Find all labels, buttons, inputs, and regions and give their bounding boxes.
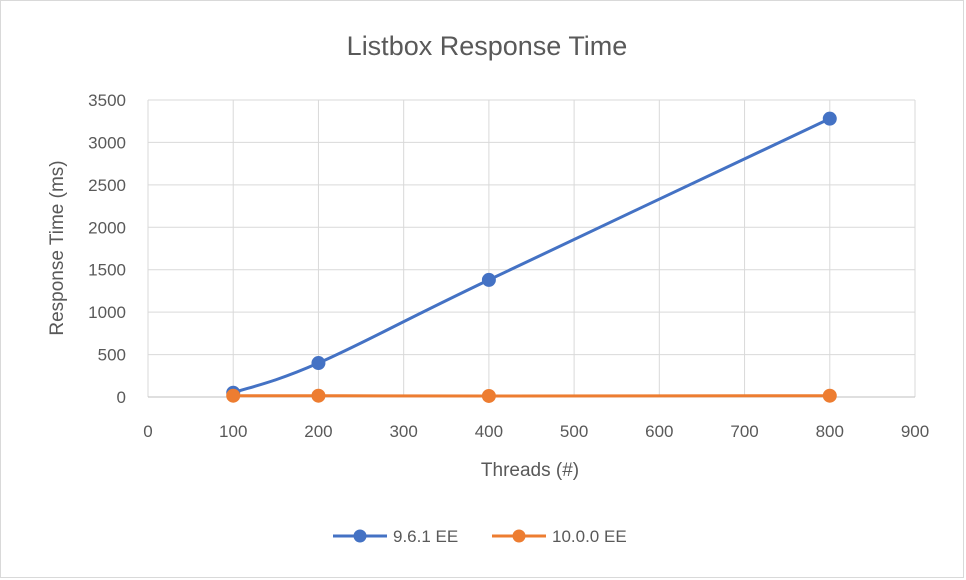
legend: 9.6.1 EE 10.0.0 EE (333, 527, 627, 546)
x-tick-label: 800 (816, 422, 844, 441)
y-tick-label: 2500 (88, 176, 126, 195)
series-line (231, 117, 832, 395)
legend-label: 10.0.0 EE (552, 527, 627, 546)
x-tick-label: 0 (143, 422, 152, 441)
y-tick-label: 2000 (88, 218, 126, 237)
chart-title: Listbox Response Time (347, 31, 628, 61)
legend-item: 10.0.0 EE (492, 527, 627, 546)
x-tick-label: 700 (730, 422, 758, 441)
gridlines (147, 99, 916, 397)
y-tick-label: 1000 (88, 303, 126, 322)
x-tick-label: 500 (560, 422, 588, 441)
x-tick-label: 300 (389, 422, 417, 441)
legend-marker (353, 529, 367, 543)
y-tick-label: 3000 (88, 133, 126, 152)
data-point (822, 388, 837, 403)
x-tick-label: 200 (304, 422, 332, 441)
legend-label: 9.6.1 EE (393, 527, 458, 546)
x-tick-label: 400 (475, 422, 503, 441)
series-2 (226, 388, 837, 403)
y-tick-label: 3500 (88, 91, 126, 110)
data-point (311, 388, 326, 403)
data-point (311, 356, 326, 371)
y-tick-label: 1500 (88, 261, 126, 280)
legend-item: 9.6.1 EE (333, 527, 458, 546)
y-axis-title: Response Time (ms) (47, 160, 68, 335)
series-layer (226, 111, 837, 403)
legend-marker (512, 529, 526, 543)
y-tick-label: 500 (98, 346, 126, 365)
x-tick-label: 900 (901, 422, 929, 441)
x-tick-label: 100 (219, 422, 247, 441)
y-tick-label: 0 (117, 388, 126, 407)
data-point (481, 388, 496, 403)
x-tick-label: 600 (645, 422, 673, 441)
data-point (822, 111, 837, 126)
data-point (226, 388, 241, 403)
data-point (481, 272, 496, 287)
x-axis-title: Threads (#) (481, 460, 579, 481)
